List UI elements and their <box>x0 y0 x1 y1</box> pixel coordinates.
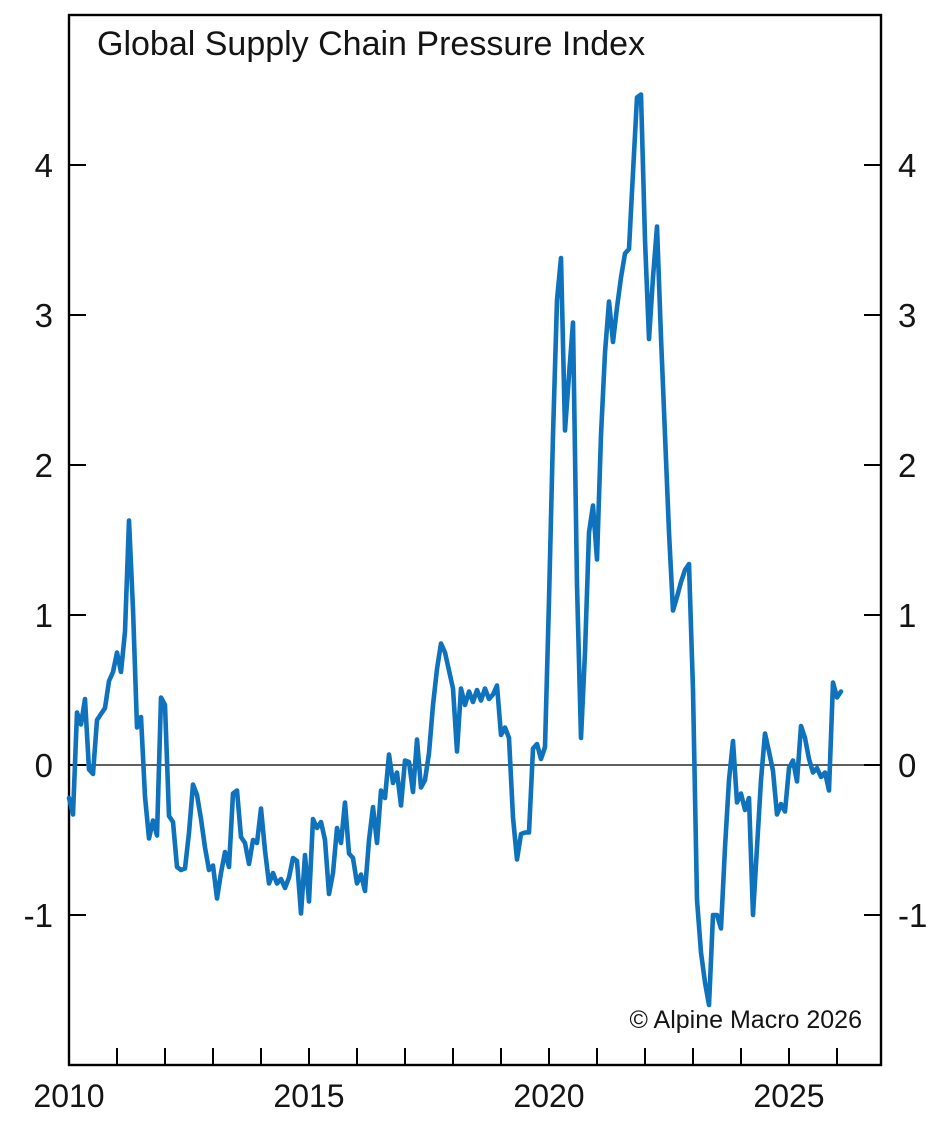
x-axis-label: 2015 <box>273 1078 344 1114</box>
x-axis-label: 2025 <box>753 1078 824 1114</box>
y-axis-label-left: 4 <box>35 147 53 184</box>
y-axis-label-left: 3 <box>35 297 53 334</box>
y-axis-label-right: 0 <box>898 747 916 784</box>
y-axis-label-left: 1 <box>35 597 53 634</box>
x-axis-label: 2010 <box>33 1078 104 1114</box>
plot-border <box>67 13 883 1067</box>
chart-title: Global Supply Chain Pressure Index <box>97 25 646 63</box>
x-axis-label: 2020 <box>513 1078 584 1114</box>
y-axis-label-right: 3 <box>898 297 916 334</box>
y-axis-label-right: 4 <box>898 147 916 184</box>
y-axis-label-left: 0 <box>35 747 53 784</box>
y-axis-label-right: -1 <box>898 897 927 934</box>
copyright-label: © Alpine Macro 2026 <box>629 1006 862 1034</box>
y-axis-label-left: 2 <box>35 447 53 484</box>
y-axis-label-right: 1 <box>898 597 916 634</box>
y-axis-label-left: -1 <box>24 897 53 934</box>
gscpi-series-line <box>66 92 844 1008</box>
y-axis-label-right: 2 <box>898 447 916 484</box>
